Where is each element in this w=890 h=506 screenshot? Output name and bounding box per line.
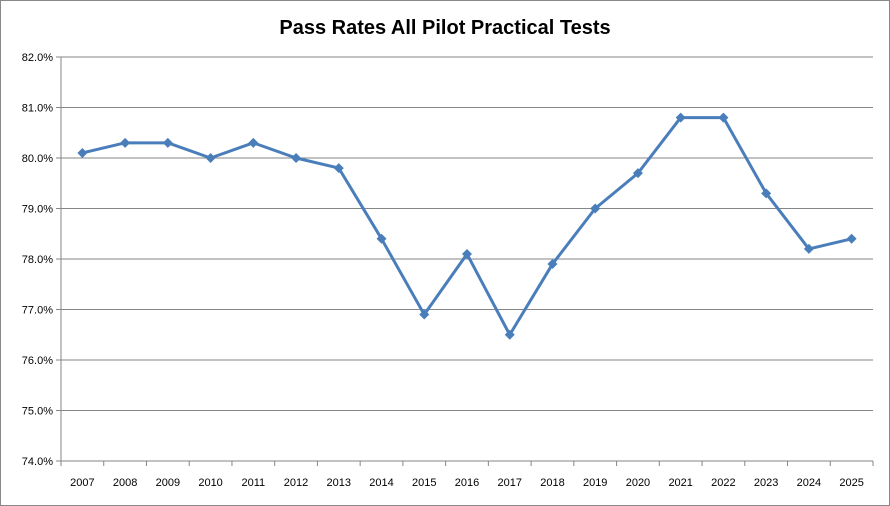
data-point-2014 [376, 233, 387, 244]
data-point-2020 [632, 168, 643, 179]
data-point-2023 [761, 188, 772, 199]
x-tick-label: 2023 [754, 477, 778, 489]
data-point-2012 [291, 153, 302, 163]
x-tick-label: 2018 [540, 477, 564, 489]
data-point-2017 [504, 329, 515, 340]
x-tick-label: 2016 [455, 477, 479, 489]
x-tick-label: 2022 [711, 477, 735, 489]
x-tick-label: 2011 [241, 477, 265, 489]
x-tick-label: 2012 [284, 477, 308, 489]
y-tick-label: 74.0% [22, 456, 53, 468]
x-tick-label: 2010 [198, 477, 222, 489]
x-tick-label: 2014 [369, 477, 393, 489]
x-tick-label: 2024 [797, 477, 821, 489]
data-point-2008 [120, 137, 131, 148]
data-point-2007 [77, 147, 88, 158]
x-tick-label: 2021 [668, 477, 692, 489]
data-point-2025 [846, 233, 857, 244]
y-tick-label: 78.0% [22, 254, 53, 266]
data-point-2021 [675, 112, 686, 123]
data-point-2019 [590, 203, 601, 214]
data-point-2022 [718, 112, 729, 123]
x-tick-label: 2015 [412, 477, 436, 489]
x-tick-label: 2007 [70, 477, 94, 489]
y-tick-label: 79.0% [22, 204, 53, 216]
x-tick-label: 2013 [327, 477, 351, 489]
x-tick-label: 2025 [839, 477, 863, 489]
x-tick-label: 2019 [583, 477, 607, 489]
data-point-2018 [547, 259, 558, 270]
series-line [82, 116, 852, 337]
data-point-2013 [333, 163, 344, 174]
y-tick-label: 76.0% [22, 355, 53, 367]
y-tick-label: 81.0% [22, 103, 53, 115]
y-tick-label: 77.0% [22, 305, 53, 317]
x-tick-label: 2008 [113, 477, 137, 489]
data-point-2011 [248, 137, 259, 148]
x-tick-label: 2017 [497, 477, 521, 489]
x-tick-label: 2009 [156, 477, 180, 489]
data-point-2009 [162, 137, 173, 148]
y-tick-label: 82.0% [22, 52, 53, 64]
data-point-2015 [419, 309, 430, 320]
data-point-2016 [462, 248, 472, 259]
y-tick-label: 75.0% [22, 406, 53, 418]
y-tick-label: 80.0% [22, 153, 53, 165]
data-point-2010 [205, 153, 216, 163]
data-point-2024 [803, 243, 814, 254]
x-tick-label: 2020 [626, 477, 650, 489]
chart-title: Pass Rates All Pilot Practical Tests [279, 17, 610, 39]
